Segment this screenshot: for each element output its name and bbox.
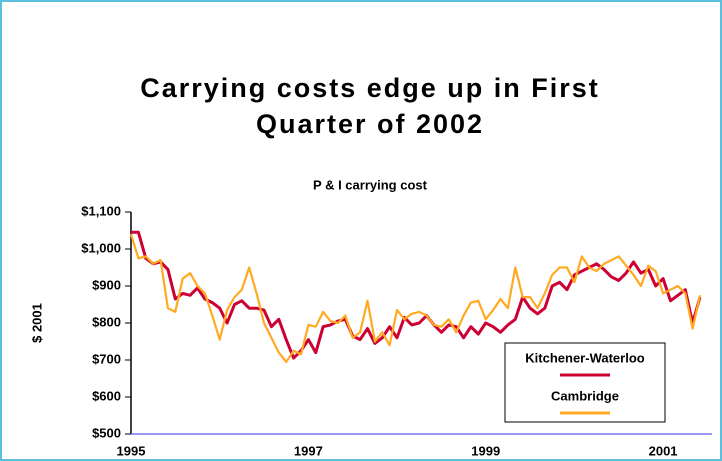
x-tick-label: 1999: [471, 443, 500, 458]
y-tick-label: $500: [92, 425, 121, 440]
legend-label: Kitchener-Waterloo: [525, 350, 644, 365]
x-tick-label: 2001: [649, 443, 678, 458]
y-tick-label: $900: [92, 277, 121, 292]
y-tick-label: $700: [92, 351, 121, 366]
x-tick-label: 1995: [117, 443, 146, 458]
legend-box: [504, 342, 666, 423]
y-axis-label: $ 2001: [29, 303, 44, 343]
y-tick-label: $1,000: [81, 240, 121, 255]
y-tick-label: $800: [92, 314, 121, 329]
series-line: [129, 233, 702, 363]
legend-label: Cambridge: [551, 388, 619, 403]
chart-title: Carrying costs edge up in First Quarter …: [140, 73, 600, 139]
y-tick-label: $600: [92, 388, 121, 403]
y-tick-label: $1,100: [81, 203, 121, 218]
chart-subtitle: P & I carrying cost: [313, 177, 428, 192]
series-line: [131, 230, 702, 360]
x-tick-label: 1997: [294, 443, 323, 458]
